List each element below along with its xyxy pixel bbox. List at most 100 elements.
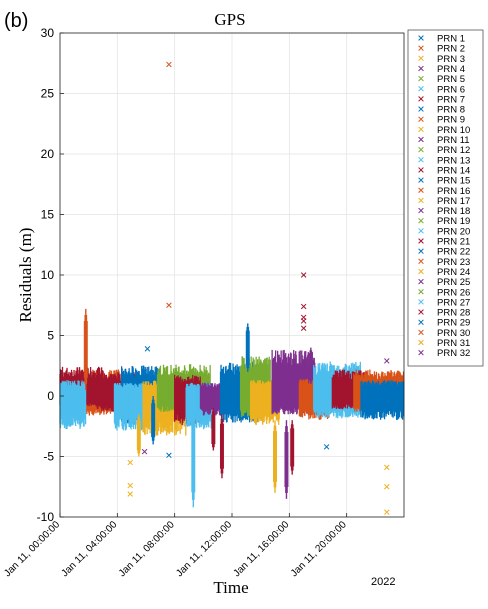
legend-entry: PRN 9 <box>418 115 465 126</box>
legend-marker <box>418 299 424 305</box>
residual-spike <box>136 414 141 457</box>
legend-label: PRN 23 <box>437 257 470 268</box>
legend-label: PRN 13 <box>437 155 470 166</box>
legend-marker <box>418 75 424 82</box>
legend-marker <box>418 187 424 194</box>
x-tick-label: Jan 11, 20:00:00 <box>289 519 349 579</box>
legend-marker <box>418 329 424 336</box>
outlier-point <box>127 482 133 489</box>
outlier-point <box>144 346 151 352</box>
outlier-stroke <box>141 448 148 455</box>
legend-marker <box>418 258 424 265</box>
y-axis-ticks: -10 -5 0 5 10 15 20 25 30 <box>37 26 64 524</box>
legend-entry: PRN 29 <box>418 318 470 329</box>
legend-marker <box>418 106 424 112</box>
legend-entry: PRN 1 <box>418 34 465 45</box>
outlier-stroke <box>384 358 390 364</box>
legend-label: PRN 21 <box>437 237 470 248</box>
legend-entry: PRN 31 <box>418 338 470 349</box>
legend-entry: PRN 4 <box>418 64 465 75</box>
chart-title: GPS <box>214 10 245 29</box>
legend-label: PRN 2 <box>437 44 465 55</box>
legend-marker <box>418 136 424 143</box>
legend-marker <box>418 238 424 244</box>
outlier-stroke <box>384 483 390 490</box>
legend-marker <box>418 146 424 153</box>
legend-label: PRN 12 <box>437 145 470 156</box>
legend-entry: PRN 16 <box>418 186 470 197</box>
residual-spikes <box>83 308 313 508</box>
y-axis-label: Residuals (m) <box>16 228 35 323</box>
outlier-stroke <box>384 509 390 515</box>
residual-band <box>360 380 405 420</box>
outlier-stroke <box>300 325 307 331</box>
legend-entry: PRN 28 <box>418 308 470 319</box>
legend-marker <box>418 96 424 102</box>
legend-marker <box>418 45 424 51</box>
legend-entry: PRN 30 <box>418 328 470 339</box>
outlier-point <box>127 491 133 497</box>
outlier-stroke <box>323 444 330 450</box>
outlier-point <box>384 464 390 471</box>
x-tick-label: Jan 11, 16:00:00 <box>232 519 292 579</box>
x-tick-label: Jan 11, 08:00:00 <box>117 519 177 579</box>
legend-label: PRN 27 <box>437 297 470 308</box>
legend-marker <box>418 217 424 224</box>
outlier-stroke <box>300 303 307 310</box>
residual-spike <box>284 420 289 499</box>
y-tick-label: 25 <box>41 87 55 101</box>
legend-entry: PRN 14 <box>418 165 470 176</box>
legend-label: PRN 25 <box>437 277 470 288</box>
y-tick-label: 5 <box>47 329 54 343</box>
outlier-stroke <box>144 346 151 352</box>
legend-label: PRN 1 <box>437 34 465 45</box>
legend-marker <box>418 167 424 173</box>
y-tick-label: -5 <box>43 450 54 464</box>
legend-entry: PRN 32 <box>418 348 470 359</box>
outlier-point <box>384 483 390 490</box>
legend-marker <box>418 228 424 234</box>
plot-area <box>59 32 405 518</box>
outlier-stroke <box>166 452 172 459</box>
legend-label: PRN 28 <box>437 308 470 319</box>
residual-spike <box>273 420 277 493</box>
legend-label: PRN 22 <box>437 247 470 258</box>
legend-marker <box>418 177 424 183</box>
legend-marker <box>418 35 424 41</box>
legend-label: PRN 16 <box>437 186 470 197</box>
legend-marker <box>418 197 424 204</box>
outlier-point <box>384 358 390 364</box>
legend-label: PRN 3 <box>437 54 465 65</box>
y-tick-label: 20 <box>41 147 55 161</box>
legend-entry: PRN 24 <box>418 267 470 278</box>
y-tick-label: 10 <box>41 268 55 282</box>
legend-entry: PRN 3 <box>418 54 465 65</box>
legend-entry: PRN 26 <box>418 287 470 298</box>
outlier-stroke <box>384 464 390 471</box>
x-tick-label: Jan 11, 12:00:00 <box>174 519 234 579</box>
y-tick-label: 15 <box>41 208 55 222</box>
residual-spike <box>151 396 156 445</box>
x-tick-label: Jan 11, 00:00:00 <box>2 519 62 579</box>
legend-box <box>407 29 484 367</box>
legend-label: PRN 29 <box>437 318 470 329</box>
legend-marker <box>418 268 424 275</box>
legend-marker <box>418 319 424 325</box>
y-tick-label: -10 <box>37 510 55 524</box>
outlier-point <box>300 325 307 331</box>
residual-spike <box>83 308 88 390</box>
legend-label: PRN 17 <box>437 196 470 207</box>
legend-marker <box>418 248 424 254</box>
legend-entry: PRN 19 <box>418 216 470 227</box>
outlier-stroke <box>300 318 307 324</box>
legend-entry: PRN 15 <box>418 176 470 187</box>
legend-label: PRN 32 <box>437 348 470 359</box>
outlier-stroke <box>166 302 172 309</box>
legend-entry: PRN 6 <box>418 84 465 95</box>
residual-spike <box>219 414 224 479</box>
legend-entry: PRN 11 <box>418 135 470 146</box>
residual-spike <box>245 323 250 372</box>
